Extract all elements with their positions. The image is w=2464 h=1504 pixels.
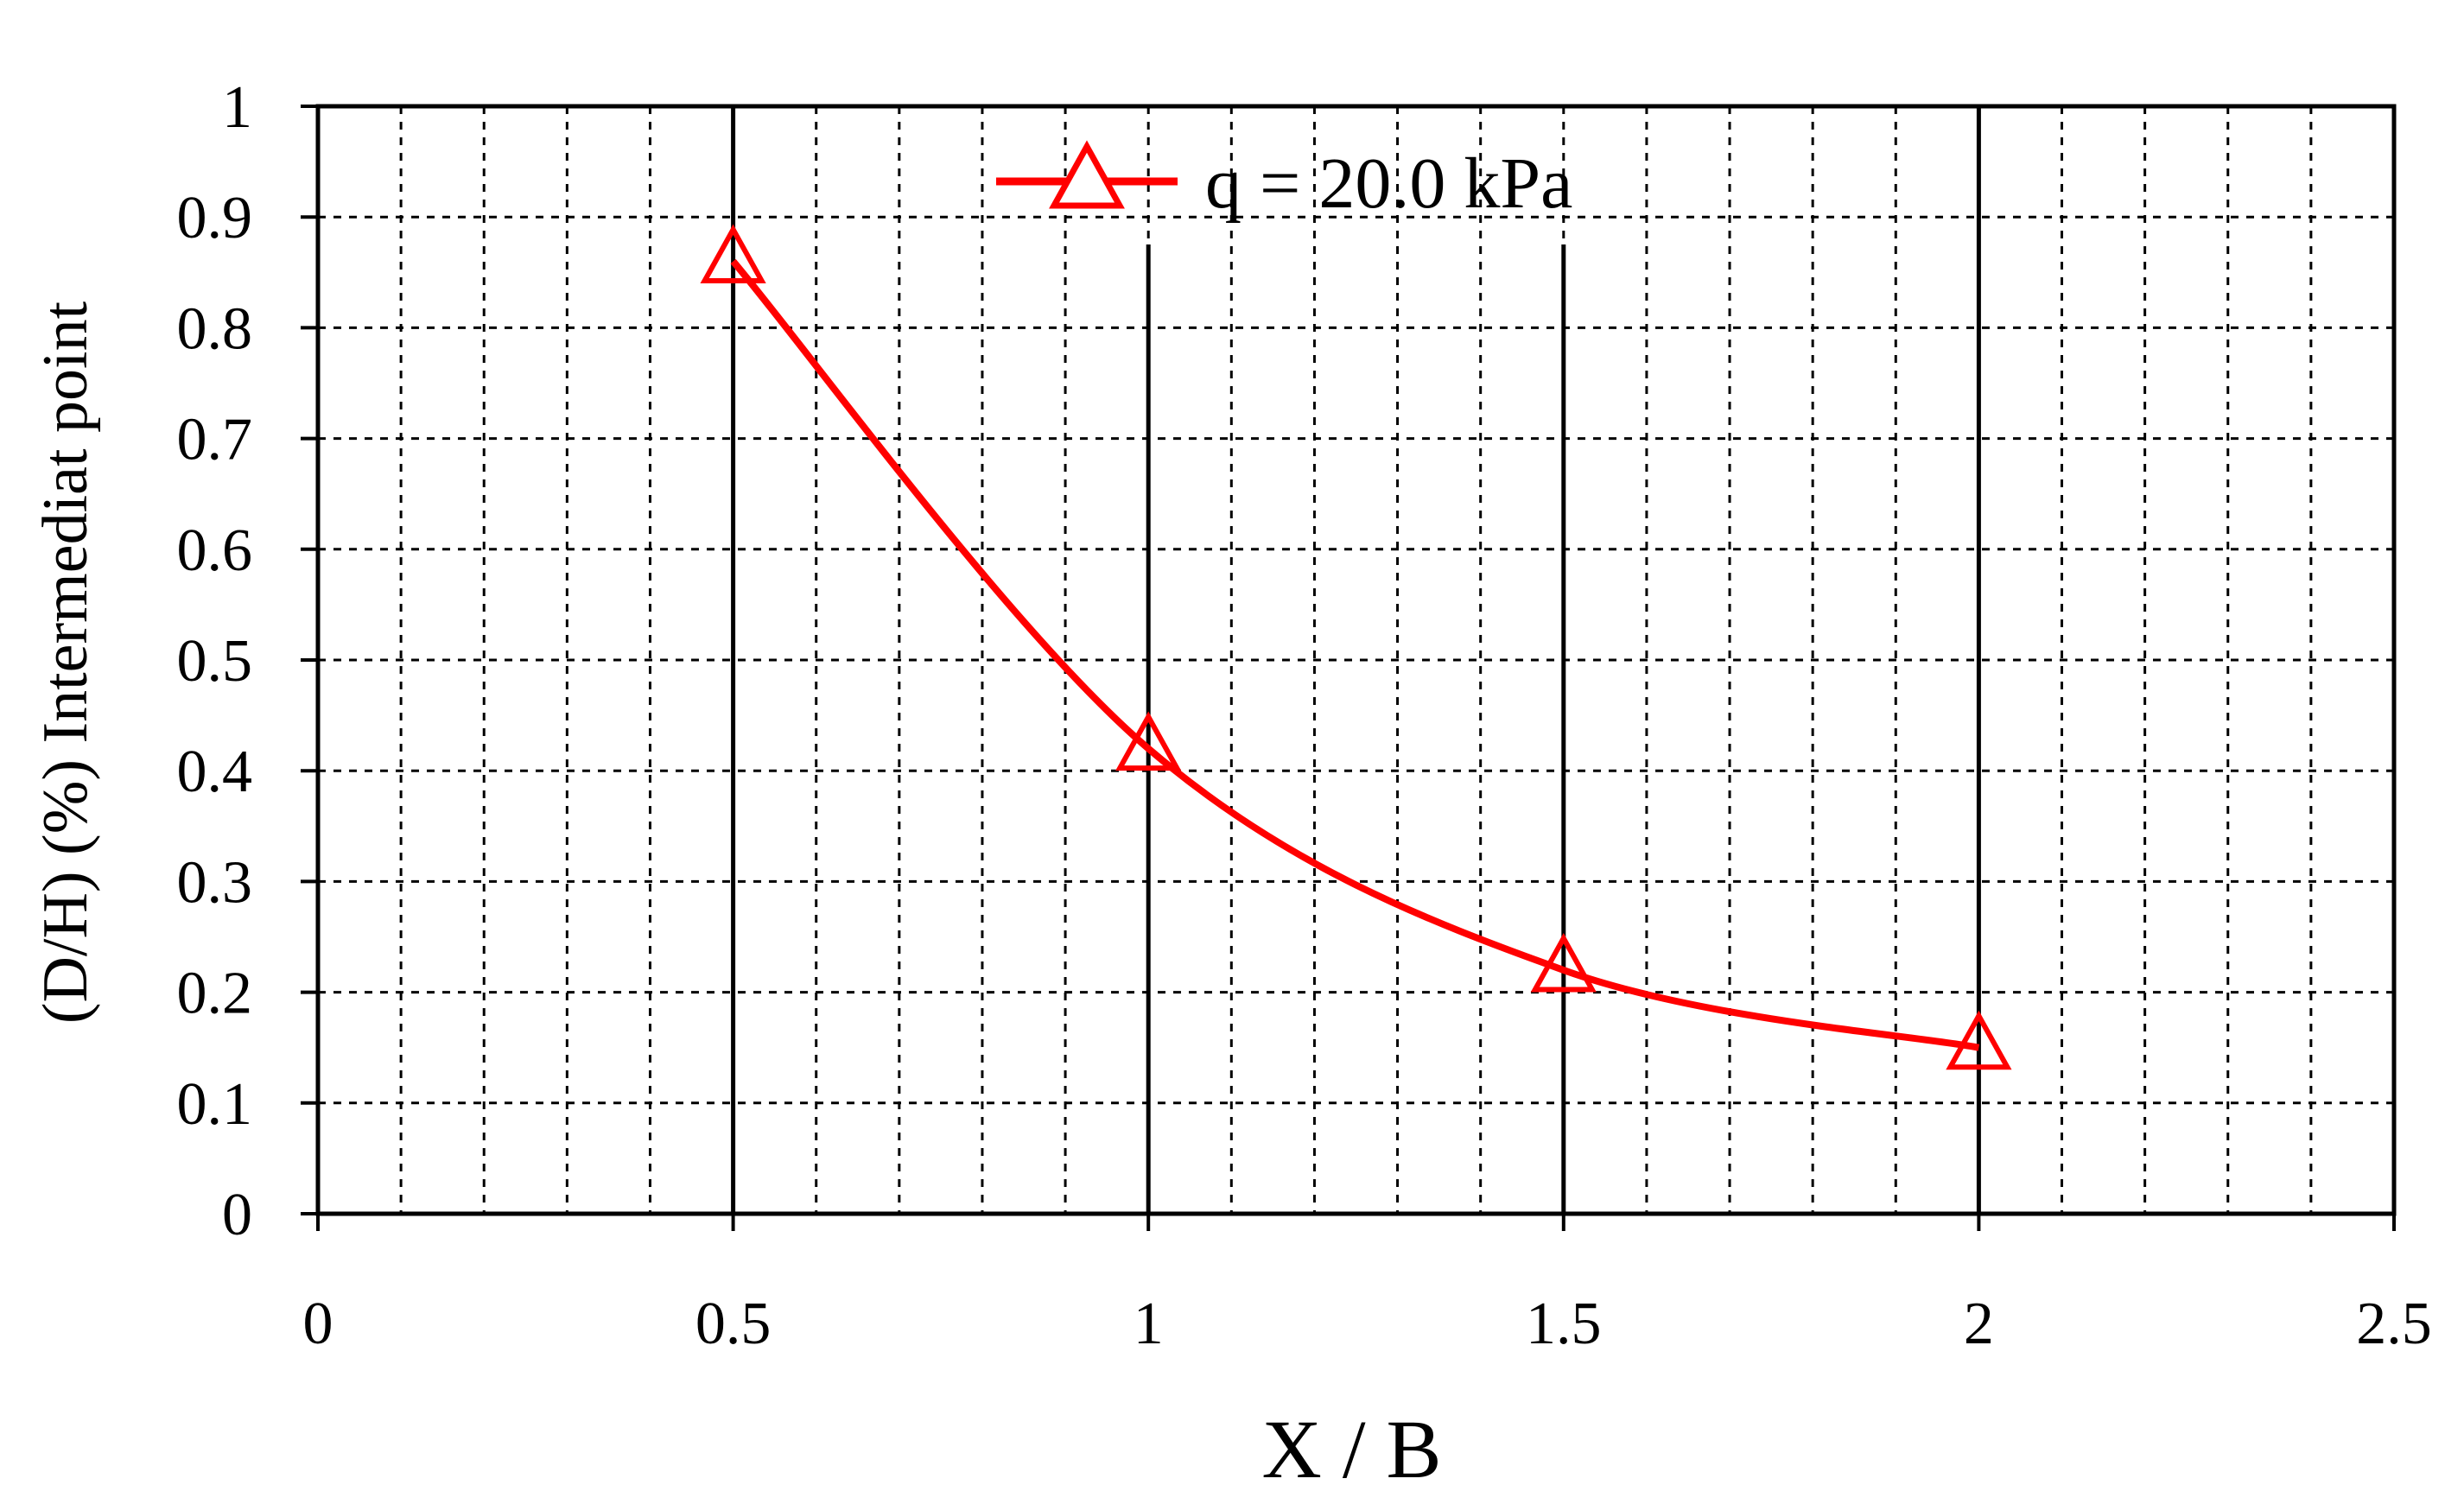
x-axis-title: X / B (1261, 1403, 1441, 1495)
y-tick-label: 0.8 (177, 295, 253, 362)
y-tick-label: 0.6 (177, 517, 253, 584)
x-tick-label: 0 (303, 1291, 333, 1357)
x-tick-label: 1 (1134, 1291, 1164, 1357)
y-axis-title: (D/H) (%) Intermediat point (30, 301, 101, 1024)
legend-marker-triangle (1049, 140, 1125, 209)
y-tick-label: 0.1 (177, 1071, 253, 1138)
y-tick-label: 0.4 (177, 739, 253, 805)
y-tick-label: 0.5 (177, 628, 253, 695)
y-tick-label: 0.7 (177, 407, 253, 473)
data-point (1946, 1010, 2012, 1070)
x-tick-label: 1.5 (1526, 1291, 1602, 1357)
data-point (700, 224, 766, 284)
grid-lines (318, 106, 2394, 1214)
y-tick-label: 0.9 (177, 185, 253, 251)
y-tick-label: 0 (222, 1182, 252, 1248)
x-tick-labels: 0 0.5 1 1.5 2 2.5 (303, 1291, 2432, 1357)
x-tick-label: 2 (1964, 1291, 1994, 1357)
legend-label: q = 20.0 kPa (1205, 143, 1572, 224)
data-point (1115, 711, 1182, 771)
data-point (1530, 932, 1597, 993)
axes (301, 104, 2397, 1231)
series-line (730, 258, 1980, 1051)
y-tick-labels: 0 0.1 0.2 0.3 0.4 0.5 0.6 0.7 0.8 0.9 1 (177, 74, 253, 1248)
legend: q = 20.0 kPa (996, 140, 1572, 224)
x-tick-label: 0.5 (695, 1291, 772, 1357)
series-layer (700, 224, 2012, 1070)
reference-lines (731, 106, 1981, 1214)
y-tick-label: 0.3 (177, 849, 253, 916)
y-tick-label: 0.2 (177, 961, 253, 1027)
x-tick-label: 2.5 (2356, 1291, 2432, 1357)
y-tick-label: 1 (222, 74, 252, 141)
